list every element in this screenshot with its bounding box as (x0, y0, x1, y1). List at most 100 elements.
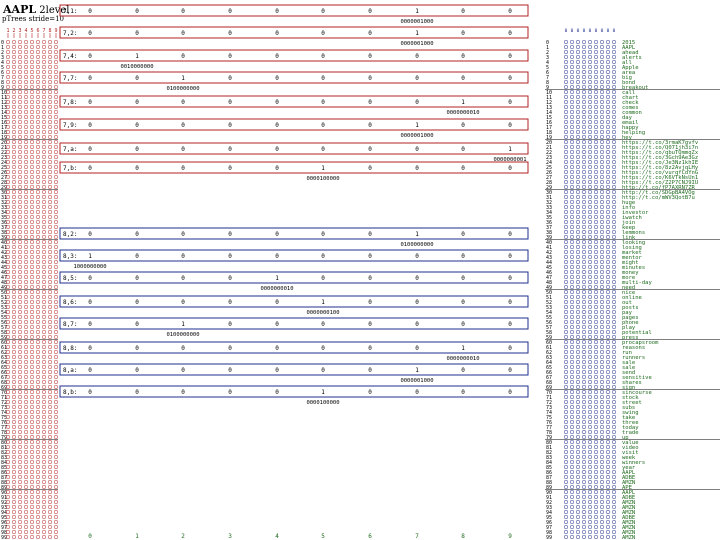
right-cell (575, 439, 581, 445)
right-cell (569, 299, 575, 305)
left-cell (23, 489, 29, 495)
left-cell (5, 164, 11, 170)
right-cell (569, 44, 575, 50)
left-cell (11, 319, 17, 325)
left-row-number: 89 (1, 485, 7, 491)
left-cell (53, 509, 59, 515)
block-bit: 0 (181, 8, 185, 15)
left-cell (11, 269, 17, 275)
left-cell (5, 179, 11, 185)
left-cell (47, 394, 53, 400)
right-row-number: 66 (546, 370, 552, 376)
left-cell (5, 59, 11, 65)
right-cell (575, 264, 581, 270)
right-cell (575, 389, 581, 395)
left-cell (23, 509, 29, 515)
right-cell (575, 394, 581, 400)
right-cell (581, 209, 587, 215)
left-cell (53, 459, 59, 465)
left-cell (29, 399, 35, 405)
right-cell (605, 209, 611, 215)
right-cell (605, 124, 611, 130)
left-cell (35, 479, 41, 485)
left-cell (17, 484, 23, 490)
right-cell (587, 79, 593, 85)
left-cell (29, 69, 35, 75)
left-cell (41, 169, 47, 175)
left-cell (41, 339, 47, 345)
right-cell (593, 449, 599, 455)
left-cell (29, 529, 35, 535)
bottom-axis-label: 7 (415, 533, 419, 540)
left-cell (29, 334, 35, 340)
right-cell (587, 224, 593, 230)
right-cell (611, 454, 617, 460)
left-cell (41, 54, 47, 60)
right-cell (599, 344, 605, 350)
right-cell (593, 119, 599, 125)
left-cell (47, 139, 53, 145)
left-cell (23, 394, 29, 400)
left-cell (47, 269, 53, 275)
left-cell (35, 509, 41, 515)
right-cell (575, 249, 581, 255)
left-row-number: 57 (1, 325, 7, 331)
left-cell (17, 289, 23, 295)
right-cell (593, 399, 599, 405)
left-cell (29, 289, 35, 295)
left-cell (29, 304, 35, 310)
right-cell (569, 214, 575, 220)
block-label: 8,8: (63, 345, 77, 352)
word-label: comes (622, 105, 639, 111)
right-cell (569, 509, 575, 515)
right-cell (611, 104, 617, 110)
right-cell (587, 249, 593, 255)
right-cell (569, 484, 575, 490)
left-cell (47, 144, 53, 150)
right-cell (563, 194, 569, 200)
right-cell (563, 224, 569, 230)
left-cell (11, 109, 17, 115)
right-cell (563, 294, 569, 300)
left-cell (29, 179, 35, 185)
right-cell (581, 449, 587, 455)
right-cell (611, 144, 617, 150)
right-cell (569, 104, 575, 110)
left-cell (41, 109, 47, 115)
left-cell (29, 189, 35, 195)
left-cell (5, 119, 11, 125)
left-cell (11, 399, 17, 405)
left-cell (17, 379, 23, 385)
left-row-number: 68 (1, 380, 7, 386)
left-cell (41, 289, 47, 295)
left-cell (5, 324, 11, 330)
left-cell (47, 164, 53, 170)
right-cell (593, 439, 599, 445)
left-cell (41, 484, 47, 490)
left-cell (29, 89, 35, 95)
left-cell (41, 304, 47, 310)
left-cell (17, 64, 23, 70)
left-cell (23, 249, 29, 255)
left-row-number: 42 (1, 250, 7, 256)
left-cell (23, 469, 29, 475)
right-cell (611, 284, 617, 290)
right-row-number: 90 (546, 490, 552, 496)
right-row-number: 12 (546, 100, 552, 106)
right-cell (593, 424, 599, 430)
left-cell (41, 494, 47, 500)
right-cell (575, 474, 581, 480)
left-cell (17, 394, 23, 400)
left-cell (17, 199, 23, 205)
right-row-number: 24 (546, 160, 552, 166)
left-cell (53, 254, 59, 260)
left-cell (11, 384, 17, 390)
left-cell (47, 439, 53, 445)
left-cell (53, 394, 59, 400)
word-label: helping (622, 130, 645, 136)
left-row-number: 48 (1, 280, 7, 286)
left-cell (23, 264, 29, 270)
right-cell (569, 389, 575, 395)
right-cell (581, 259, 587, 265)
left-cell (23, 299, 29, 305)
